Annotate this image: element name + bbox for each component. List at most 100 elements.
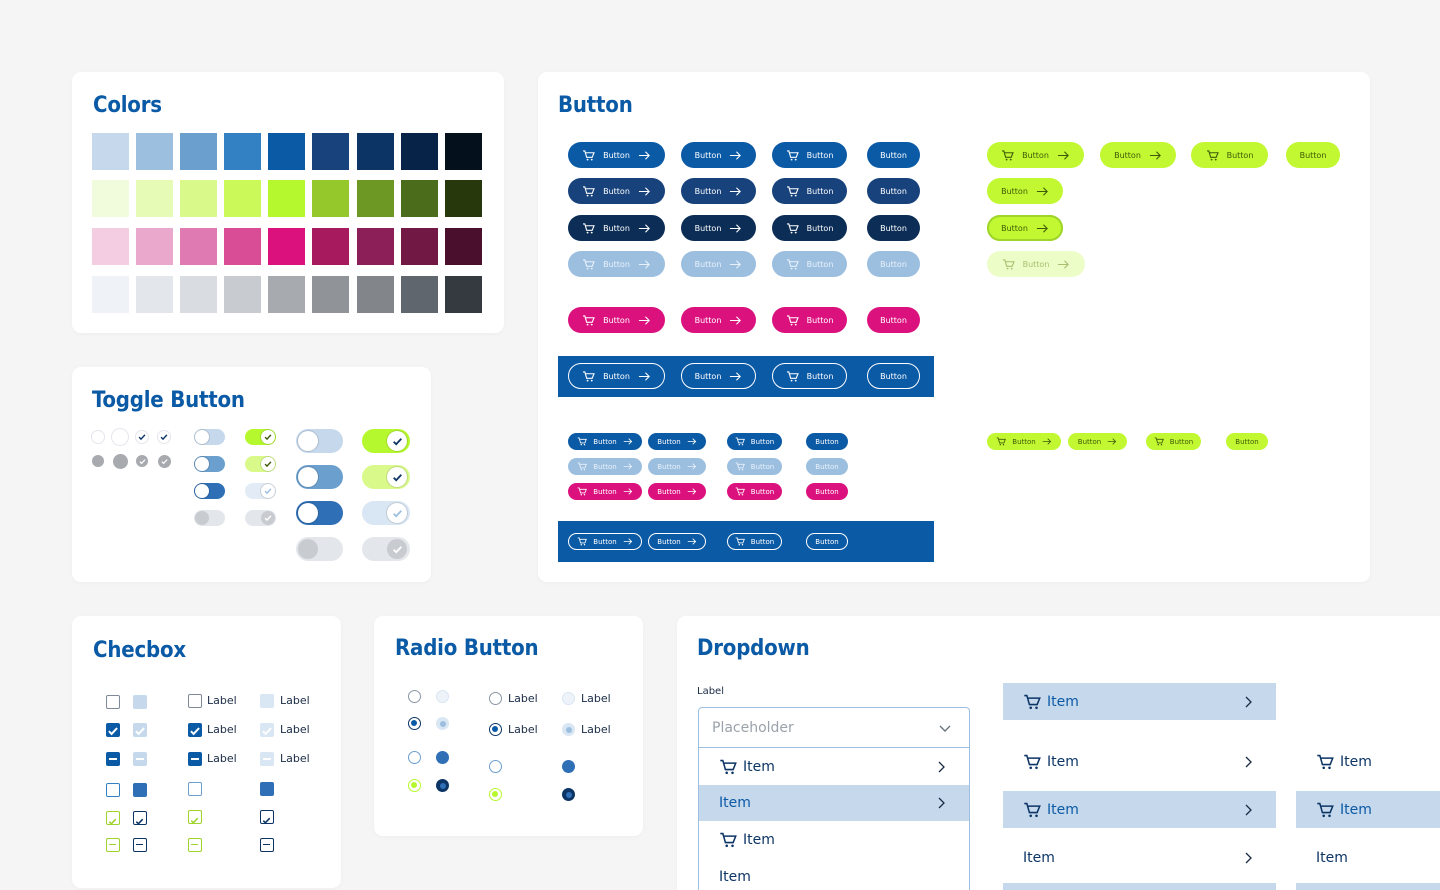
button[interactable]: Button xyxy=(681,363,756,389)
checkbox[interactable] xyxy=(260,723,274,737)
button[interactable]: Button xyxy=(681,307,756,333)
checkbox[interactable] xyxy=(106,811,120,825)
button[interactable]: Button xyxy=(867,251,920,277)
button[interactable]: Button xyxy=(867,178,920,204)
dropdown-item[interactable]: Item xyxy=(1003,743,1276,780)
button[interactable]: Button xyxy=(867,142,920,168)
checkbox[interactable] xyxy=(106,783,120,797)
dropdown-item[interactable]: Item xyxy=(1296,839,1440,876)
radio[interactable] xyxy=(408,751,421,764)
dropdown-item[interactable]: Item xyxy=(1296,743,1440,780)
toggle-dot[interactable] xyxy=(136,431,148,443)
checkbox[interactable] xyxy=(106,723,120,737)
button[interactable]: Button xyxy=(1226,433,1268,450)
toggle-switch[interactable] xyxy=(194,429,225,445)
radio[interactable] xyxy=(489,692,502,705)
button[interactable]: Button xyxy=(568,433,642,450)
button[interactable]: Button xyxy=(727,483,782,500)
button[interactable]: Button xyxy=(1100,142,1176,168)
dropdown-item[interactable]: Item xyxy=(699,821,969,858)
toggle-switch-large-on[interactable] xyxy=(362,501,410,525)
dropdown-item[interactable] xyxy=(1296,883,1440,890)
toggle-dot[interactable] xyxy=(112,429,128,445)
radio[interactable] xyxy=(489,788,502,801)
button[interactable]: Button xyxy=(1068,433,1127,450)
radio[interactable] xyxy=(408,690,421,703)
radio[interactable] xyxy=(562,692,575,705)
radio[interactable] xyxy=(562,723,575,736)
checkbox[interactable] xyxy=(133,752,147,766)
checkbox[interactable] xyxy=(260,838,274,852)
checkbox[interactable] xyxy=(106,695,120,709)
checkbox[interactable] xyxy=(260,782,274,796)
button[interactable]: Button xyxy=(648,433,706,450)
checkbox[interactable] xyxy=(188,838,202,852)
checkbox[interactable] xyxy=(188,810,202,824)
radio[interactable] xyxy=(408,717,421,730)
dropdown-select[interactable]: Placeholder xyxy=(698,707,970,748)
radio[interactable] xyxy=(489,760,502,773)
toggle-switch[interactable] xyxy=(194,456,225,472)
dropdown-item[interactable]: Item xyxy=(699,858,969,890)
checkbox[interactable] xyxy=(188,723,202,737)
button[interactable]: Button xyxy=(1146,433,1201,450)
button[interactable]: Button xyxy=(648,483,706,500)
dropdown-item[interactable]: Item xyxy=(1003,683,1276,720)
button[interactable]: Button xyxy=(568,142,665,168)
checkbox[interactable] xyxy=(260,694,274,708)
button[interactable]: Button xyxy=(681,215,756,241)
button[interactable]: Button xyxy=(987,433,1061,450)
dropdown-item[interactable]: Item xyxy=(699,748,969,785)
button[interactable]: Button xyxy=(648,533,706,550)
checkbox[interactable] xyxy=(106,752,120,766)
dropdown-item[interactable] xyxy=(1003,883,1276,890)
checkbox[interactable] xyxy=(260,810,274,824)
radio[interactable] xyxy=(436,717,449,730)
button[interactable]: Button xyxy=(568,215,665,241)
toggle-switch-large[interactable] xyxy=(296,501,343,525)
button[interactable]: Button xyxy=(806,483,848,500)
button[interactable]: Button xyxy=(806,533,848,550)
button[interactable]: Button xyxy=(727,458,782,475)
button[interactable]: Button xyxy=(727,533,782,550)
radio[interactable] xyxy=(562,760,575,773)
toggle-switch-large-on[interactable] xyxy=(362,465,410,489)
checkbox[interactable] xyxy=(188,694,202,708)
button[interactable]: Button xyxy=(568,458,642,475)
radio[interactable] xyxy=(436,690,449,703)
radio[interactable] xyxy=(436,779,449,792)
button[interactable]: Button xyxy=(568,251,665,277)
dropdown-item[interactable]: Item xyxy=(1296,791,1440,828)
radio[interactable] xyxy=(408,779,421,792)
toggle-switch-large-on[interactable] xyxy=(362,429,410,453)
toggle-dot[interactable] xyxy=(92,431,104,443)
radio[interactable] xyxy=(562,788,575,801)
button[interactable]: Button xyxy=(806,433,848,450)
button[interactable]: Button xyxy=(772,142,847,168)
toggle-switch-on[interactable] xyxy=(245,429,276,445)
toggle-dot[interactable] xyxy=(158,431,170,443)
button[interactable]: Button xyxy=(806,458,848,475)
checkbox[interactable] xyxy=(133,783,147,797)
button[interactable]: Button xyxy=(772,307,847,333)
checkbox[interactable] xyxy=(133,723,147,737)
button[interactable]: Button xyxy=(1286,142,1340,168)
checkbox[interactable] xyxy=(106,838,120,852)
dropdown-item[interactable]: Item xyxy=(1003,791,1276,828)
button[interactable]: Button xyxy=(1191,142,1268,168)
toggle-switch-on[interactable] xyxy=(245,510,276,526)
button[interactable]: Button xyxy=(987,178,1063,204)
checkbox[interactable] xyxy=(188,752,202,766)
dropdown-item[interactable]: Item xyxy=(1003,839,1276,876)
button[interactable]: Button xyxy=(987,215,1063,241)
checkbox[interactable] xyxy=(133,695,147,709)
button[interactable]: Button xyxy=(772,215,847,241)
button[interactable]: Button xyxy=(568,363,665,389)
radio[interactable] xyxy=(489,723,502,736)
button[interactable]: Button xyxy=(681,178,756,204)
checkbox[interactable] xyxy=(260,752,274,766)
button[interactable]: Button xyxy=(867,215,920,241)
button[interactable]: Button xyxy=(867,307,920,333)
button[interactable]: Button xyxy=(772,363,847,389)
button[interactable]: Button xyxy=(987,142,1084,168)
